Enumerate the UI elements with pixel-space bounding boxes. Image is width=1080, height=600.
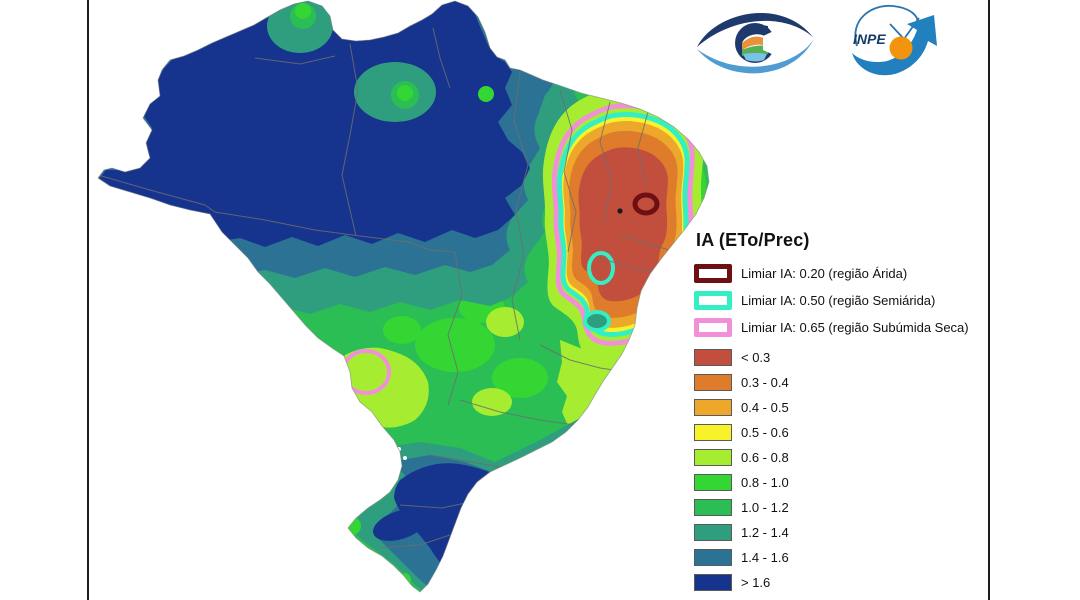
cemaden-logo <box>697 12 814 74</box>
left-frame-rule <box>87 0 89 600</box>
threshold-swatch-arida <box>694 264 732 283</box>
class-swatch <box>694 374 732 391</box>
class-swatch <box>694 499 732 516</box>
threshold-label-semiarida: Limiar IA: 0.50 (região Semiárida) <box>741 293 936 308</box>
class-swatch <box>694 549 732 566</box>
legend-class-row: 1.4 - 1.6 <box>694 545 986 570</box>
orbit-bold-arrow <box>852 15 937 76</box>
legend-threshold-semiarida: Limiar IA: 0.50 (região Semiárida) <box>694 287 986 314</box>
north-pockets <box>267 1 494 122</box>
legend-class-row: 1.0 - 1.2 <box>694 495 986 520</box>
class-label: 0.3 - 0.4 <box>741 375 789 390</box>
class-swatch <box>694 574 732 591</box>
se-subhumid-ring <box>600 392 616 408</box>
class-label: < 0.3 <box>741 350 771 365</box>
legend-threshold-arida: Limiar IA: 0.20 (região Árida) <box>694 260 986 287</box>
threshold-swatch-semiarida <box>694 291 732 310</box>
legend-threshold-subumida: Limiar IA: 0.65 (região Subúmida Seca) <box>694 314 986 341</box>
legend-class-row: 1.2 - 1.4 <box>694 520 986 545</box>
legend-class-row: 0.4 - 0.5 <box>694 395 986 420</box>
map-legend: IA (ETo/Prec) Limiar IA: 0.20 (região Ár… <box>694 230 986 595</box>
legend-class-row: 0.3 - 0.4 <box>694 370 986 395</box>
class-label: 0.8 - 1.0 <box>741 475 789 490</box>
class-label: 1.2 - 1.4 <box>741 525 789 540</box>
class-label: 0.5 - 0.6 <box>741 425 789 440</box>
legend-class-row: < 0.3 <box>694 345 986 370</box>
eye-lower-lid <box>697 39 814 74</box>
amazon-navy-region <box>98 1 530 247</box>
class-swatch <box>694 524 732 541</box>
map-fill-layers <box>98 1 709 592</box>
class-label: 0.6 - 0.8 <box>741 450 789 465</box>
inpe-wordmark: INPE <box>853 31 886 47</box>
class-label: > 1.6 <box>741 575 771 590</box>
legend-class-row: 0.5 - 0.6 <box>694 420 986 445</box>
legend-class-row: 0.6 - 0.8 <box>694 445 986 470</box>
class-swatch <box>694 449 732 466</box>
threshold-contours <box>554 106 692 344</box>
class-label: 0.4 - 0.5 <box>741 400 789 415</box>
right-frame-rule <box>988 0 990 600</box>
class-swatch <box>694 399 732 416</box>
eye-pupil <box>735 23 776 63</box>
state-boundaries <box>98 27 677 549</box>
class-swatch <box>694 424 732 441</box>
eye-upper-lid <box>697 12 813 47</box>
threshold-label-subumida: Limiar IA: 0.65 (região Subúmida Seca) <box>741 320 969 335</box>
class-label: 1.4 - 1.6 <box>741 550 789 565</box>
inpe-globe <box>889 36 913 60</box>
legend-class-row: 0.8 - 1.0 <box>694 470 986 495</box>
station-dot <box>617 208 623 214</box>
legend-class-row: > 1.6 <box>694 570 986 595</box>
threshold-swatch-subumida <box>694 318 732 337</box>
legend-thresholds: Limiar IA: 0.20 (região Árida) Limiar IA… <box>694 260 986 341</box>
inpe-logo: INPE <box>852 5 937 76</box>
class-label: 1.0 - 1.2 <box>741 500 789 515</box>
class-swatch <box>694 474 732 491</box>
threshold-label-arida: Limiar IA: 0.20 (região Árida) <box>741 266 908 281</box>
class-swatch <box>694 349 732 366</box>
legend-title: IA (ETo/Prec) <box>696 230 810 250</box>
legend-classes: < 0.3 0.3 - 0.4 0.4 - 0.5 0.5 - 0.6 0.6 … <box>694 345 986 595</box>
